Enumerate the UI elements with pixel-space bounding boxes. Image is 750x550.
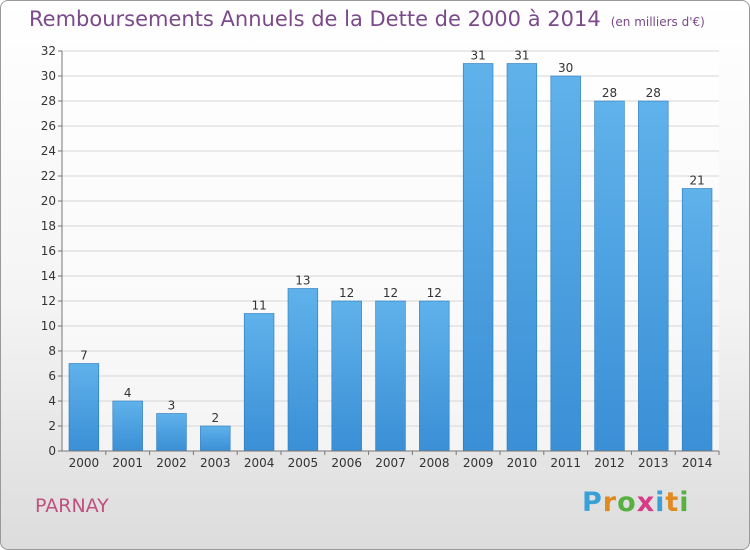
y-tick-label: 30 [41, 69, 56, 83]
bar [331, 300, 362, 452]
x-tick-label: 2009 [463, 456, 494, 470]
x-tick-label: 2013 [638, 456, 669, 470]
y-tick-label: 4 [48, 394, 56, 408]
bar-value-label: 2 [211, 411, 219, 425]
x-tick-label: 2002 [156, 456, 187, 470]
bar [156, 413, 187, 452]
x-tick-label: 2003 [200, 456, 231, 470]
x-tick-label: 2001 [112, 456, 143, 470]
bar-value-label: 30 [558, 61, 573, 75]
y-tick-label: 32 [41, 44, 56, 58]
y-tick-label: 2 [48, 419, 56, 433]
y-tick-label: 26 [41, 119, 56, 133]
y-tick-label: 28 [41, 94, 56, 108]
bar-value-label: 31 [470, 49, 485, 63]
y-tick-label: 14 [41, 269, 56, 283]
y-tick-label: 24 [41, 144, 56, 158]
bar-value-label: 13 [295, 274, 310, 288]
bar [419, 300, 450, 452]
logo-letter: i [679, 487, 690, 518]
bar [594, 100, 625, 452]
y-tick-label: 6 [48, 369, 56, 383]
x-tick-label: 2010 [507, 456, 538, 470]
proxiti-logo: Proxiti [582, 487, 690, 518]
bar-value-label: 28 [602, 86, 617, 100]
logo-letter: x [636, 487, 656, 518]
bar [550, 75, 581, 452]
y-tick-label: 12 [41, 294, 56, 308]
x-tick-label: 2008 [419, 456, 450, 470]
bar-value-label: 31 [514, 49, 529, 63]
bar-value-label: 12 [427, 286, 442, 300]
bar-value-label: 11 [251, 299, 266, 313]
logo-letter: i [655, 487, 666, 518]
bar [375, 300, 406, 452]
bar [243, 313, 275, 452]
bar-value-label: 7 [80, 349, 88, 363]
x-tick-label: 2004 [244, 456, 275, 470]
x-tick-label: 2014 [682, 456, 713, 470]
bar-value-label: 3 [168, 399, 176, 413]
chart-title: Remboursements Annuels de la Dette de 20… [29, 7, 601, 31]
logo-letter: P [582, 487, 603, 518]
bar [287, 288, 319, 452]
x-tick-label: 2005 [288, 456, 319, 470]
x-tick-label: 2006 [331, 456, 362, 470]
y-tick-label: 8 [48, 344, 56, 358]
x-tick-label: 2000 [69, 456, 100, 470]
y-tick-label: 22 [41, 169, 56, 183]
bar [462, 63, 494, 452]
bar [506, 63, 538, 452]
y-tick-label: 0 [48, 444, 56, 458]
chart-title-block: Remboursements Annuels de la Dette de 20… [29, 7, 705, 31]
logo-letter: o [617, 487, 637, 518]
logo-letter: t [665, 487, 680, 518]
x-tick-label: 2007 [375, 456, 406, 470]
bar [638, 100, 669, 452]
x-tick-label: 2012 [594, 456, 625, 470]
y-tick-label: 20 [41, 194, 56, 208]
bar [112, 400, 143, 452]
bar-value-label: 21 [689, 174, 704, 188]
bar-value-label: 12 [383, 286, 398, 300]
bar-value-label: 12 [339, 286, 354, 300]
chart-subtitle: (en milliers d'€) [610, 15, 705, 29]
bar [68, 363, 100, 452]
y-tick-label: 18 [41, 219, 56, 233]
bar-value-label: 4 [124, 386, 132, 400]
bar [200, 425, 231, 452]
bar-value-label: 28 [646, 86, 661, 100]
place-name: PARNAY [35, 495, 109, 517]
logo-letter: r [602, 487, 618, 518]
y-tick-label: 10 [41, 319, 56, 333]
bar [681, 188, 713, 452]
x-tick-label: 2011 [550, 456, 581, 470]
y-tick-label: 16 [41, 244, 56, 258]
